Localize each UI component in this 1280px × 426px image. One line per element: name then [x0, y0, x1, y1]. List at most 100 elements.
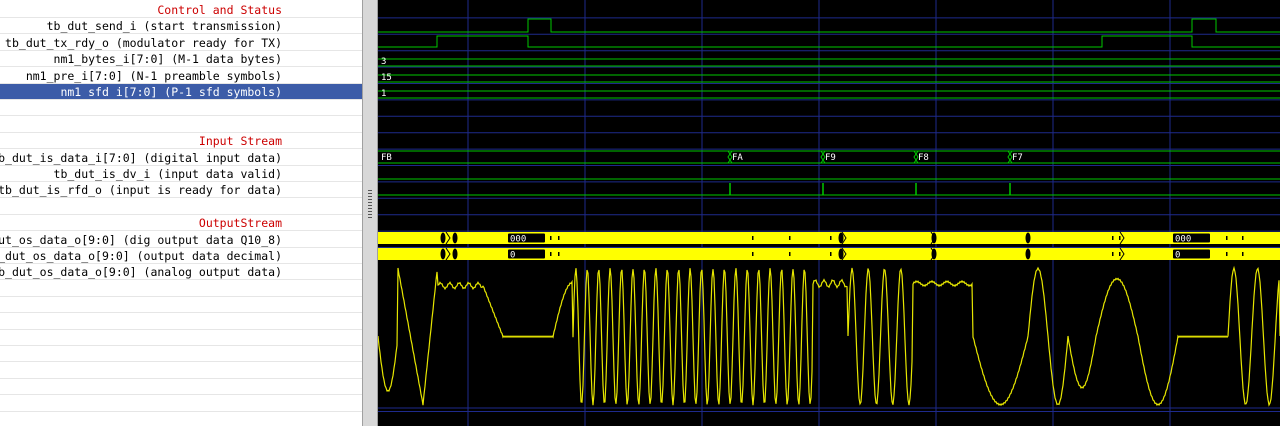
bus-value: 15	[381, 73, 392, 83]
bus-tick	[1112, 236, 1114, 240]
bus-transition	[841, 247, 847, 261]
bus-transition	[838, 232, 844, 244]
empty-row[interactable]	[0, 363, 362, 379]
empty-row[interactable]	[0, 281, 362, 297]
bus-value: 1	[381, 89, 386, 99]
signal-name-label: nm1_bytes_i[7:0] (M-1 data bytes)	[53, 52, 282, 67]
signal-blank-row[interactable]	[0, 199, 362, 215]
bus-tick	[1226, 252, 1228, 256]
bus-value: F8	[918, 153, 929, 163]
bus-tick	[789, 252, 791, 256]
bus-value: FB	[381, 153, 392, 163]
bus-segment	[1173, 233, 1210, 243]
bus-tick	[1119, 252, 1121, 256]
bus-transition	[930, 231, 936, 245]
signal-blank-row[interactable]	[0, 117, 362, 133]
bus-segment	[508, 233, 545, 243]
empty-row[interactable]	[0, 314, 362, 330]
bus-value: 3	[381, 57, 386, 67]
bus-transition	[1025, 232, 1031, 244]
bus-tick	[1242, 236, 1244, 240]
bus-value: 0	[1175, 251, 1180, 261]
bus-transition	[727, 150, 733, 164]
bus-value: F9	[825, 153, 836, 163]
signal-nm1-bytes-row[interactable]: nm1_bytes_i[7:0] (M-1 data bytes)	[0, 51, 362, 68]
bus-value: 0	[510, 251, 515, 261]
signal-name-label: tb_dut_tx_rdy_o (modulator ready for TX)	[5, 35, 282, 50]
bus-transition	[445, 247, 451, 261]
pane-splitter[interactable]	[362, 0, 378, 426]
bus-tick	[558, 252, 560, 256]
empty-row[interactable]	[0, 396, 362, 412]
analog-waveform	[378, 265, 1280, 407]
bus-transition	[1007, 150, 1013, 164]
bus-tick	[752, 252, 754, 256]
signal-name-label: nm1 sfd i[7:0] (P-1 sfd symbols)	[60, 85, 282, 99]
bus-tick	[1226, 236, 1228, 240]
signal-name-label: b_dut_os_data_o[9:0] (analog output data…	[0, 265, 282, 280]
signal-blank-row[interactable]	[0, 100, 362, 117]
bus-transition	[838, 248, 844, 260]
empty-row[interactable]	[0, 346, 362, 363]
bus-segment	[1173, 249, 1210, 259]
bus-value: FA	[732, 153, 743, 163]
signal-is-rfd-row[interactable]: tb_dut_is_rfd_o (input is ready for data…	[0, 182, 362, 199]
signal-is-data-row[interactable]: b_dut_is_data_i[7:0] (digital input data…	[0, 150, 362, 166]
signal-name-label: nm1_pre_i[7:0] (N-1 preamble symbols)	[25, 68, 282, 83]
bus-transition	[1119, 247, 1125, 261]
bus-transition	[1119, 231, 1125, 245]
empty-row[interactable]	[0, 379, 362, 396]
group-header-label: OutputStream	[198, 216, 282, 231]
bus-tick	[830, 236, 832, 240]
trace-tx-rdy	[378, 35, 1280, 48]
bus-tick	[789, 236, 791, 240]
signal-name-label: tb_dut_is_dv_i (input data valid)	[53, 167, 282, 181]
empty-row[interactable]	[0, 330, 362, 346]
trace-send	[378, 18, 1280, 33]
bus-tick	[558, 236, 560, 240]
signal-os-dec-row[interactable]: _dut_os_data_o[9:0] (output data decimal…	[0, 248, 362, 264]
signal-tx-rdy-row[interactable]: tb_dut_tx_rdy_o (modulator ready for TX)	[0, 35, 362, 51]
bus-value: 000	[1175, 235, 1191, 245]
empty-row[interactable]	[0, 297, 362, 314]
group-header-label: Control and Status	[157, 3, 282, 17]
signal-send-row[interactable]: tb_dut_send_i (start transmission)	[0, 18, 362, 35]
signal-nm1-sfd-row[interactable]: nm1 sfd i[7:0] (P-1 sfd symbols)	[0, 84, 362, 100]
header-control-status-row[interactable]: Control and Status	[0, 2, 362, 18]
bus-transition	[820, 150, 826, 164]
signal-nm1-pre-row[interactable]: nm1_pre_i[7:0] (N-1 preamble symbols)	[0, 68, 362, 84]
bus-tick	[1112, 252, 1114, 256]
signal-os-q10-row[interactable]: ut_os_data_o[9:0] (dig output data Q10_8…	[0, 232, 362, 248]
bus-transition	[930, 247, 936, 261]
bus-transition	[445, 231, 451, 245]
bus-value: F7	[1012, 153, 1023, 163]
signal-is-dv-row[interactable]: tb_dut_is_dv_i (input data valid)	[0, 166, 362, 182]
signal-name-label: b_dut_is_data_i[7:0] (digital input data…	[0, 150, 282, 165]
bus-value: 000	[510, 235, 526, 245]
bus-tick	[830, 252, 832, 256]
header-input-stream-row[interactable]: Input Stream	[0, 133, 362, 150]
splitter-grip-icon[interactable]	[368, 190, 372, 220]
bus-transition	[440, 248, 446, 260]
signal-name-pane: Control and Status tb_dut_send_i (start t…	[0, 0, 362, 426]
bus-transition	[452, 232, 458, 244]
bus-transition	[841, 231, 847, 245]
group-header-label: Input Stream	[198, 134, 282, 149]
bus-tick	[1242, 252, 1244, 256]
bus-yellow-band	[378, 232, 1280, 244]
signal-name-label: ut_os_data_o[9:0] (dig output data Q10_8…	[0, 232, 282, 247]
signal-name-label: tb_dut_send_i (start transmission)	[46, 19, 282, 34]
bus-transition	[913, 150, 919, 164]
bus-transition	[440, 232, 446, 244]
bus-tick	[550, 236, 552, 240]
bus-transition	[1025, 248, 1031, 260]
bus-tick	[550, 252, 552, 256]
bus-tick	[752, 236, 754, 240]
empty-row[interactable]	[0, 412, 362, 426]
header-output-stream-row[interactable]: OutputStream	[0, 215, 362, 232]
bus-transition	[452, 248, 458, 260]
bus-tick	[1119, 236, 1121, 240]
signal-os-analog-row[interactable]: b_dut_os_data_o[9:0] (analog output data…	[0, 264, 362, 281]
waveform-pane[interactable]: 3 15 1 FB FA F9 F8 F7 000 000 0 0	[378, 0, 1280, 426]
